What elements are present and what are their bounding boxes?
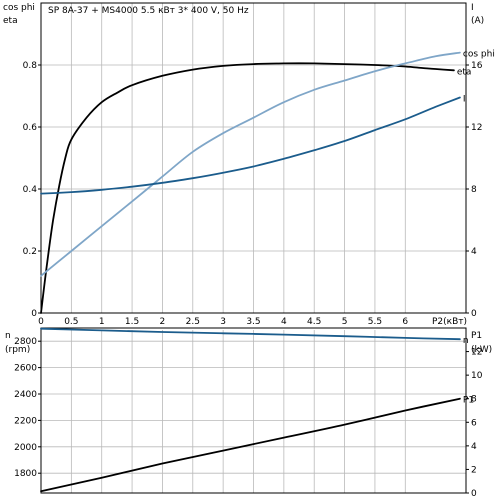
upper-left-tick-label: 0.4 [23,185,38,195]
chart-title: SP 8A-37 + MS4000 5.5 кВт 3* 400 V, 50 H… [48,6,249,16]
upper-right-tick-label: 16 [471,61,483,71]
lower-right-tick-label: 4 [471,442,477,452]
series-label-eta: eta [457,67,472,77]
lower-right-tick-label: 2 [471,465,477,475]
series-label-i: I [463,95,466,105]
upper-x-tick-label: 1 [99,317,105,327]
upper-right-tick-label: 8 [471,185,477,195]
upper-x-tick-label: 4 [281,317,287,327]
lower-right-tick-label: 0 [471,489,477,499]
upper-x-tick-label: 5 [342,317,348,327]
upper-right-tick-label: 4 [471,247,477,257]
series-label-n: n [463,336,469,346]
upper-right-tick-label: 12 [471,123,482,133]
upper-x-tick-label: 1.5 [125,317,139,327]
lower-left-tick-label: 2000 [14,443,37,453]
lower-right-tick-label: 6 [471,418,477,428]
series-line-p1 [40,397,461,493]
upper-x-tick-label: 4.5 [307,317,321,327]
lower-right-axis-title: P1 [471,331,482,341]
lower-left-axis-title: n [5,331,11,341]
upper-x-tick-label: 5.5 [368,317,382,327]
axis-layer: 0 0.2 0.4 0.6 0.8 0 4 8 12 16 0 0.5 1 1.5 2 2.5 3 3.5 4 4.5… [3,2,492,499]
lower-left-tick-label: 2400 [14,390,37,400]
series-line-n [40,327,461,341]
upper-x-tick-label: 2.5 [186,317,200,327]
upper-left-axis-title: cos phi [3,3,35,13]
series-label-cos-phi: cos phi [463,50,495,60]
series-line-cos-phi [40,51,461,277]
lower-right-tick-label: 12 [471,348,482,358]
series-line-eta [40,62,455,314]
upper-left-tick-label: 0.2 [23,247,37,257]
upper-left-tick-label: 0.6 [23,123,38,133]
lower-left-tick-label: 2800 [14,337,37,347]
upper-x-tick-label: 2 [160,317,166,327]
upper-right-axis-title: (A) [471,16,484,26]
series-line-i [40,96,461,195]
lower-right-axis-title: (kW) [471,345,492,355]
upper-right-tick-label: 0 [471,309,477,319]
upper-left-tick-label: 0.8 [23,61,38,71]
lower-left-axis-title: (rpm) [5,345,30,355]
lower-right-tick-label: 8 [471,395,477,405]
upper-left-axis-title: eta [3,16,18,26]
lower-left-tick-label: 2200 [14,416,37,426]
upper-x-tick-label: 3.5 [246,317,260,327]
upper-x-tick-label: 0.5 [64,317,78,327]
lower-left-tick-label: 2600 [14,364,37,374]
upper-right-axis-title: I [471,3,474,13]
upper-x-tick-label: 6 [402,317,408,327]
x-axis-label: P2(кВт) [432,317,467,327]
upper-x-tick-label: 3 [220,317,226,327]
lower-left-tick-label: 1800 [14,469,37,479]
lower-right-tick-label: 10 [471,371,483,381]
series-layer [40,51,461,493]
upper-panel-frame [40,2,467,314]
lower-panel-frame [40,327,467,494]
upper-x-tick-label: 0 [38,317,44,327]
upper-left-tick-label: 0 [31,309,37,319]
series-label-p1: P1 [463,396,474,406]
